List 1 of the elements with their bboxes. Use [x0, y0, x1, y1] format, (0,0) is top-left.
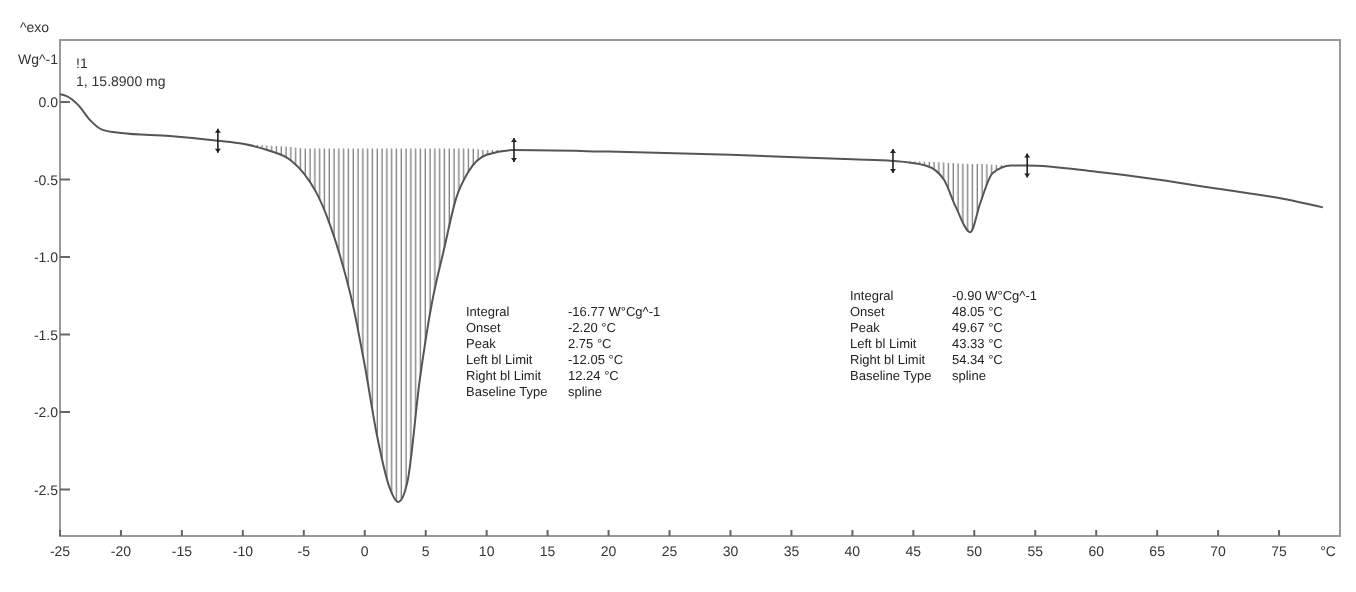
line-series: [59, 93, 1324, 503]
